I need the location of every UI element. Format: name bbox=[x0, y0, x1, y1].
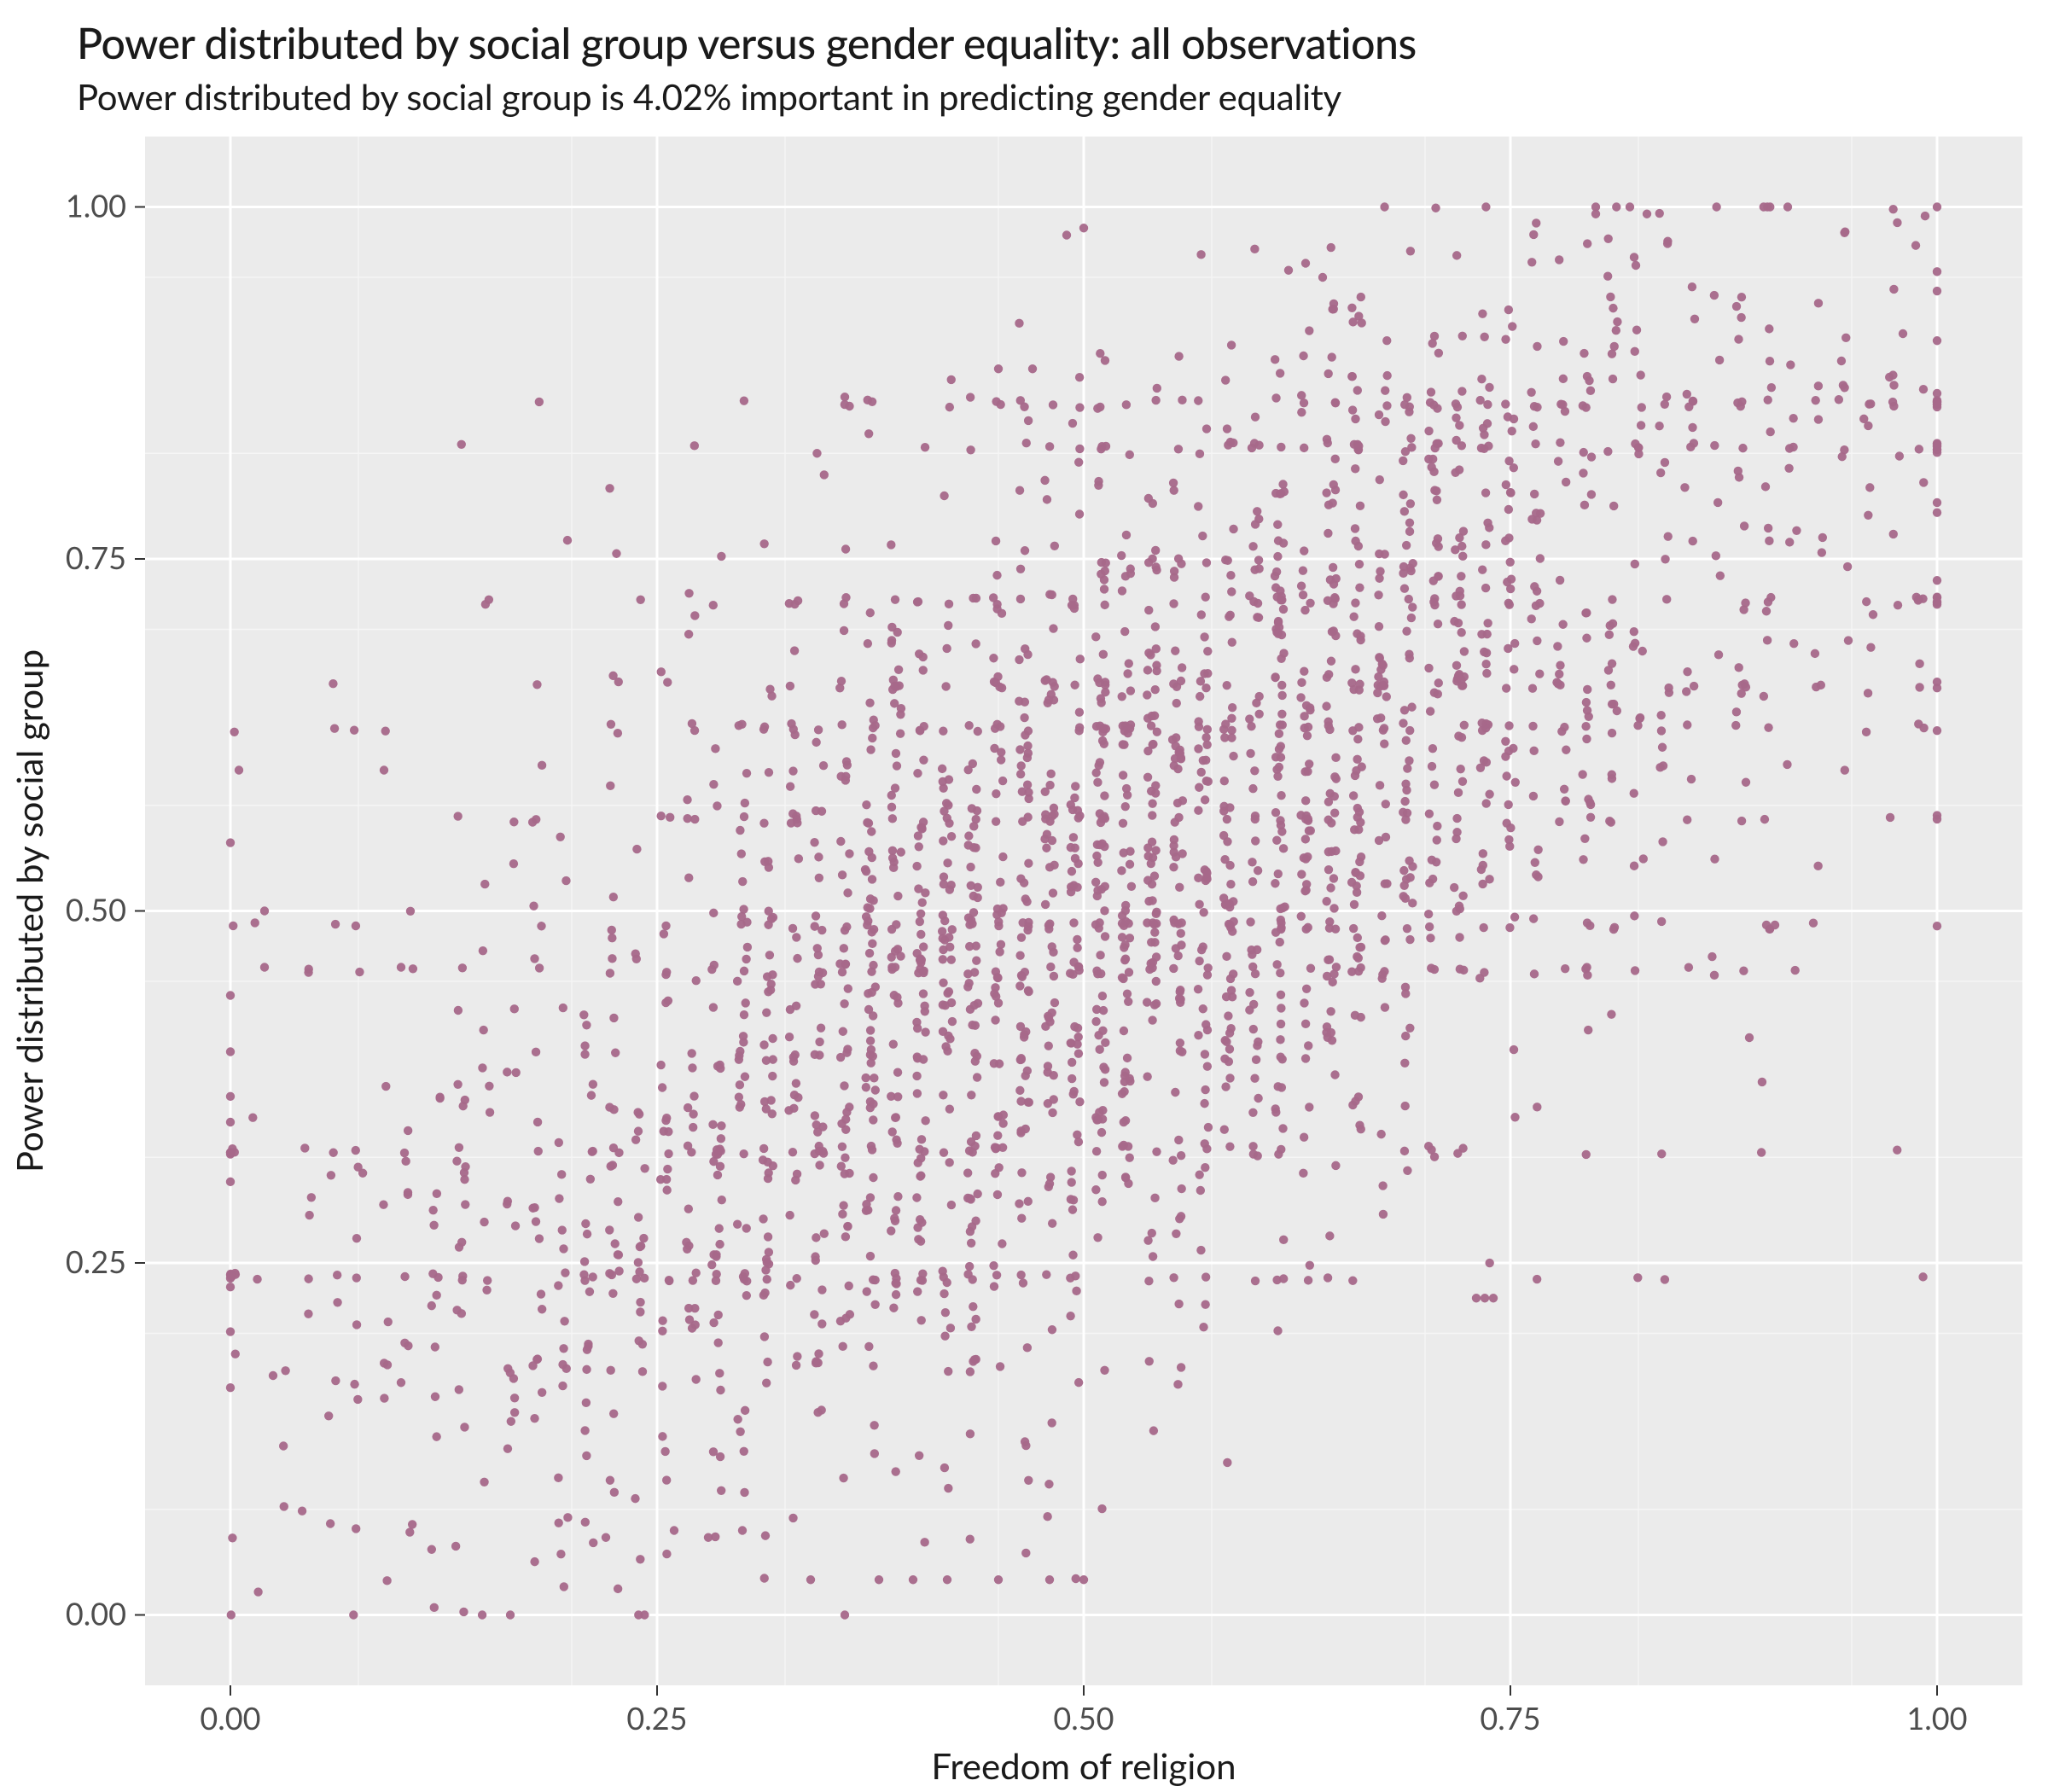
chart-subtitle: Power distributed by social group is 4.0… bbox=[77, 75, 1417, 118]
y-tick-label: 0.75 bbox=[66, 538, 126, 576]
titles: Power distributed by social group versus… bbox=[77, 17, 1417, 118]
x-tick-label: 0.25 bbox=[626, 1699, 687, 1737]
figure: Power distributed by social group versus… bbox=[0, 0, 2048, 1792]
x-tick-label: 1.00 bbox=[1906, 1699, 1967, 1737]
plot-svg: 0.000.250.500.751.000.000.250.500.751.00… bbox=[145, 137, 2048, 1792]
x-axis-label: Freedom of religion bbox=[931, 1744, 1236, 1787]
y-tick-label: 0.25 bbox=[66, 1242, 126, 1280]
y-tick-label: 1.00 bbox=[66, 187, 126, 224]
x-tick-label: 0.00 bbox=[200, 1699, 260, 1737]
x-tick-label: 0.50 bbox=[1053, 1699, 1114, 1737]
scatter-plot: 0.000.250.500.751.000.000.250.500.751.00… bbox=[145, 137, 2048, 1792]
y-tick-label: 0.00 bbox=[66, 1595, 126, 1632]
y-axis-label: Power distributed by social group bbox=[8, 649, 50, 1172]
chart-title: Power distributed by social group versus… bbox=[77, 17, 1417, 68]
y-tick-label: 0.50 bbox=[66, 891, 126, 928]
x-tick-label: 0.75 bbox=[1480, 1699, 1540, 1737]
